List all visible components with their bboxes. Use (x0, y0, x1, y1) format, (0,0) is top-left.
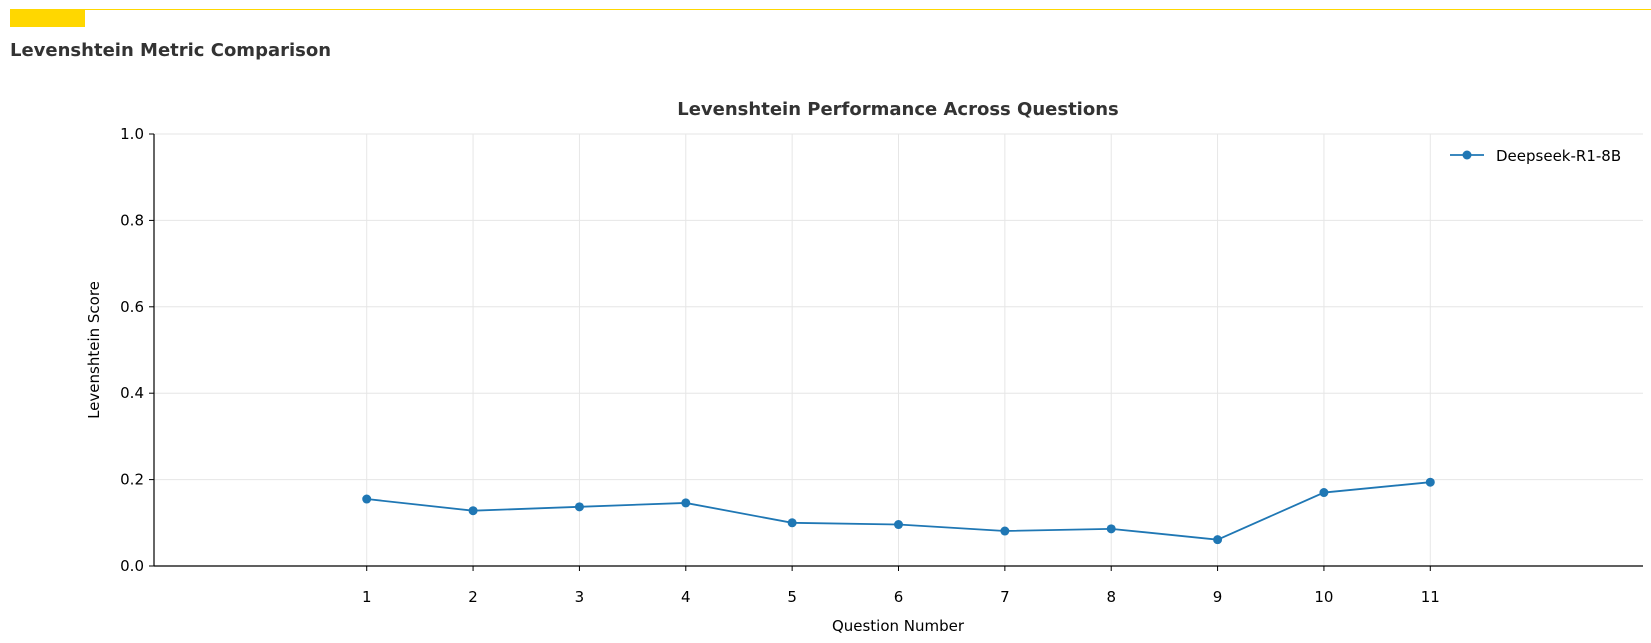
y-tick-label: 0.8 (120, 211, 144, 229)
chart-title: Levenshtein Performance Across Questions (677, 99, 1118, 120)
chart-legend[interactable]: Deepseek-R1-8B (1450, 147, 1621, 165)
x-tick-label: 4 (681, 588, 691, 606)
legend-marker (1462, 150, 1472, 160)
x-tick-label: 8 (1106, 588, 1116, 606)
y-tick-label: 1.0 (120, 125, 144, 143)
data-point (1425, 477, 1435, 487)
data-point (1106, 524, 1116, 534)
x-tick-label: 11 (1421, 588, 1440, 606)
x-axis-label: Question Number (832, 617, 965, 635)
data-point (468, 506, 478, 516)
data-point (894, 520, 903, 530)
header-accent-bar (10, 9, 85, 27)
page-title: Levenshtein Metric Comparison (10, 40, 332, 61)
data-point (787, 518, 797, 528)
x-tick-label: 2 (468, 588, 478, 606)
y-axis-label: Levenshtein Score (85, 281, 103, 419)
y-tick-label: 0.2 (120, 471, 144, 489)
header-accent-line (85, 9, 1651, 10)
y-tick-label: 0.0 (120, 557, 144, 575)
x-tick-label: 10 (1314, 588, 1333, 606)
x-axis-ticks: 1 2 3 4 5 6 7 8 9 10 11 (362, 566, 1440, 606)
y-tick-label: 0.4 (120, 384, 144, 402)
data-point (362, 494, 372, 504)
data-point (1213, 535, 1223, 545)
x-tick-label: 5 (787, 588, 797, 606)
y-tick-label: 0.6 (120, 298, 144, 316)
y-axis-ticks: 0.0 0.2 0.4 0.6 0.8 1.0 (120, 125, 154, 575)
data-point (574, 502, 584, 512)
legend-label: Deepseek-R1-8B (1496, 147, 1621, 165)
chart-series (362, 477, 1435, 545)
data-point (1000, 526, 1010, 536)
x-tick-label: 9 (1213, 588, 1223, 606)
x-tick-label: 1 (362, 588, 372, 606)
chart-grid (154, 133, 1643, 567)
data-point (1319, 488, 1329, 498)
x-tick-label: 3 (575, 588, 585, 606)
x-tick-label: 6 (894, 588, 904, 606)
x-tick-label: 7 (1000, 588, 1010, 606)
data-point (681, 498, 691, 508)
